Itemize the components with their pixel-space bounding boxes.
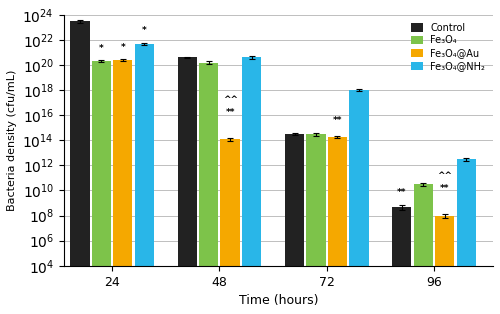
Text: *: * xyxy=(99,44,103,53)
Bar xyxy=(220,139,240,314)
Bar xyxy=(456,160,476,314)
Text: **: ** xyxy=(440,184,450,193)
Text: **: ** xyxy=(332,116,342,125)
Legend: Control, Fe₃O₄, Fe₃O₄@Au, Fe₃O₄@NH₂: Control, Fe₃O₄, Fe₃O₄@Au, Fe₃O₄@NH₂ xyxy=(408,19,488,74)
Bar xyxy=(349,90,368,314)
Y-axis label: Bacteria density (cfu/mL): Bacteria density (cfu/mL) xyxy=(7,70,17,211)
Bar xyxy=(70,21,89,314)
Bar xyxy=(306,134,326,314)
Text: ^^: ^^ xyxy=(222,95,238,104)
Bar xyxy=(392,207,411,314)
Bar xyxy=(134,44,154,314)
Bar xyxy=(199,63,218,314)
Text: ^^: ^^ xyxy=(438,171,452,180)
Bar xyxy=(285,134,304,314)
Bar xyxy=(435,216,454,314)
X-axis label: Time (hours): Time (hours) xyxy=(238,294,318,307)
Text: *: * xyxy=(142,26,146,35)
Bar xyxy=(414,185,433,314)
Bar xyxy=(92,61,111,314)
Bar xyxy=(113,60,132,314)
Bar xyxy=(178,57,197,314)
Text: *: * xyxy=(120,43,125,51)
Text: **: ** xyxy=(397,188,406,198)
Bar xyxy=(328,137,347,314)
Text: **: ** xyxy=(226,108,235,117)
Bar xyxy=(242,57,261,314)
